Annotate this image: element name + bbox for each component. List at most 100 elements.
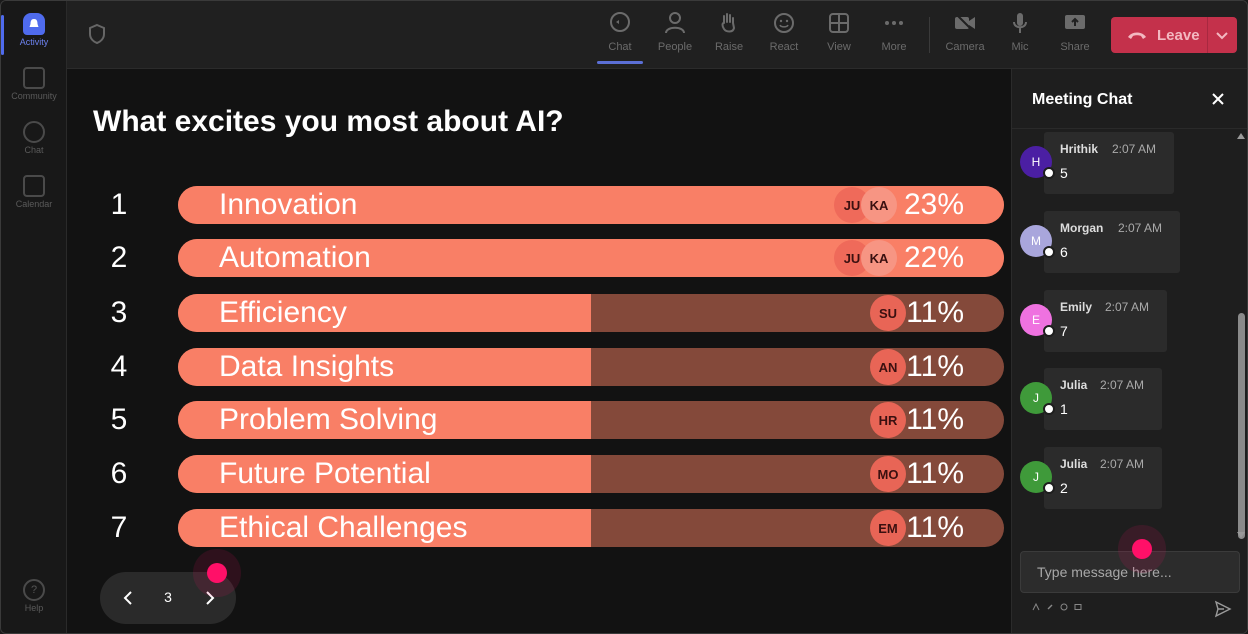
option-bar: Innovation JU KA 23%: [178, 186, 1004, 224]
leave-button-label: Leave: [1157, 26, 1200, 44]
chevron-left-icon[interactable]: [118, 588, 138, 608]
chat-message-input[interactable]: [1020, 551, 1240, 593]
option-bar: Ethical Challenges EM 11%: [178, 509, 1004, 547]
poll-option: 1 Innovation JU KA 23%: [107, 186, 1004, 224]
mic-button-label: Mic: [1011, 41, 1029, 53]
message-time: 2:07 AM: [1100, 378, 1145, 392]
presence-indicator: [1043, 403, 1055, 415]
message-time: 2:07 AM: [1118, 221, 1163, 235]
option-bar-fill: [178, 348, 591, 386]
message-bubble: Morgan 2:07 AM 6: [1044, 211, 1180, 273]
option-number: 4: [110, 350, 128, 383]
message-text: 2: [1060, 480, 1068, 496]
raise-hand-button[interactable]: Raise: [704, 11, 754, 61]
option-number: 1: [110, 188, 128, 221]
option-bar-fill: [178, 509, 591, 547]
scroll-down-icon[interactable]: [1237, 532, 1245, 538]
option-label: Automation: [219, 241, 371, 274]
message-time: 2:07 AM: [1100, 457, 1145, 471]
attach-icon[interactable]: [1046, 603, 1054, 611]
chat-scrollbar-thumb[interactable]: [1238, 313, 1245, 539]
view-button[interactable]: View: [814, 11, 864, 61]
option-label: Data Insights: [219, 350, 395, 383]
option-percent: 22%: [903, 241, 964, 274]
poll-stage: What excites you most about AI? 1 Innova…: [67, 69, 1011, 633]
option-bar: Future Potential MO 11%: [178, 455, 1004, 493]
presence-indicator: [1043, 246, 1055, 258]
react-button[interactable]: React: [759, 11, 809, 61]
rail-item-chat[interactable]: Chat: [1, 121, 67, 155]
chat-panel-title: Meeting Chat: [1032, 91, 1133, 108]
option-label: Future Potential: [219, 457, 431, 490]
format-icon[interactable]: [1032, 603, 1040, 611]
option-number: 2: [110, 241, 128, 274]
option-bar: Efficiency SU 11%: [178, 294, 1004, 332]
share-button[interactable]: Share: [1050, 11, 1100, 61]
meeting-chat-panel: Meeting Chat Hrithik 2:07 AM 5 H Morgan …: [1011, 69, 1247, 633]
rail-item-label: Help: [24, 603, 44, 613]
camera-button-label: Camera: [945, 41, 985, 53]
toolbar-divider: [929, 17, 930, 53]
rail-item-activity[interactable]: Activity: [1, 13, 67, 55]
message-time: 2:07 AM: [1105, 300, 1150, 314]
page-number: 3: [164, 589, 172, 605]
rail-item-label: Community: [11, 91, 57, 101]
option-number: 3: [110, 296, 128, 329]
share-button-label: Share: [1060, 41, 1090, 53]
scroll-up-icon[interactable]: [1237, 133, 1245, 139]
send-icon[interactable]: [1214, 600, 1232, 618]
option-percent: 11%: [906, 457, 964, 490]
poll-option: 3 Efficiency SU 11%: [107, 294, 1004, 332]
close-icon[interactable]: [1210, 91, 1226, 107]
meeting-toolbar: Chat People Raise React View: [67, 1, 1247, 69]
leave-divider: [1207, 17, 1208, 53]
more-button-label: More: [881, 41, 907, 53]
people-button[interactable]: People: [650, 11, 700, 61]
voter-avatar: MO: [870, 456, 906, 492]
camera-button[interactable]: Camera: [940, 11, 990, 61]
message-bubble: Julia 2:07 AM 2: [1044, 447, 1162, 509]
option-label: Problem Solving: [219, 403, 438, 436]
rail-item-help[interactable]: ? Help: [1, 579, 67, 613]
presence-indicator: [1043, 167, 1055, 179]
message-sender: Julia: [1060, 378, 1088, 392]
message-bubble: Julia 2:07 AM 1: [1044, 368, 1162, 430]
community-icon: [23, 67, 45, 89]
message-bubble: Emily 2:07 AM 7: [1044, 290, 1167, 352]
poll-option: 4 Data Insights AN 11%: [107, 348, 1004, 386]
people-button-label: People: [657, 41, 693, 53]
voter-avatar: KA: [861, 240, 897, 276]
chat-button[interactable]: Chat: [595, 11, 645, 64]
rail-item-calendar[interactable]: Calendar: [1, 175, 67, 209]
option-number: 6: [110, 457, 128, 490]
smile-icon: [772, 11, 796, 35]
leave-button[interactable]: Leave: [1111, 17, 1237, 53]
shield-icon[interactable]: [87, 23, 107, 45]
people-icon: [663, 11, 687, 35]
message-time: 2:07 AM: [1112, 142, 1157, 156]
voter-avatar: SU: [870, 295, 906, 331]
bell-icon: [23, 13, 45, 35]
message-sender: Morgan: [1060, 221, 1104, 235]
mic-button[interactable]: Mic: [995, 11, 1045, 61]
more-button[interactable]: More: [869, 11, 919, 61]
presence-indicator: [1043, 482, 1055, 494]
option-percent: 23%: [903, 188, 964, 221]
chevron-down-icon[interactable]: [1215, 28, 1229, 42]
chat-header-divider: [1012, 128, 1247, 129]
poll-option: 6 Future Potential MO 11%: [107, 455, 1004, 493]
rail-item-community[interactable]: Community: [1, 67, 67, 101]
message-text: 1: [1060, 401, 1068, 417]
voter-avatar: EM: [870, 510, 906, 546]
chat-icon: [23, 121, 45, 143]
gif-icon[interactable]: [1074, 603, 1082, 611]
share-screen-icon: [1063, 11, 1087, 35]
react-button-label: React: [769, 41, 799, 53]
chevron-right-icon[interactable]: [200, 588, 220, 608]
voter-avatar: AN: [870, 349, 906, 385]
option-bar: Data Insights AN 11%: [178, 348, 1004, 386]
message-text: 6: [1060, 244, 1068, 260]
grid-icon: [827, 11, 851, 35]
help-icon: ?: [23, 579, 45, 601]
emoji-icon[interactable]: [1060, 603, 1068, 611]
